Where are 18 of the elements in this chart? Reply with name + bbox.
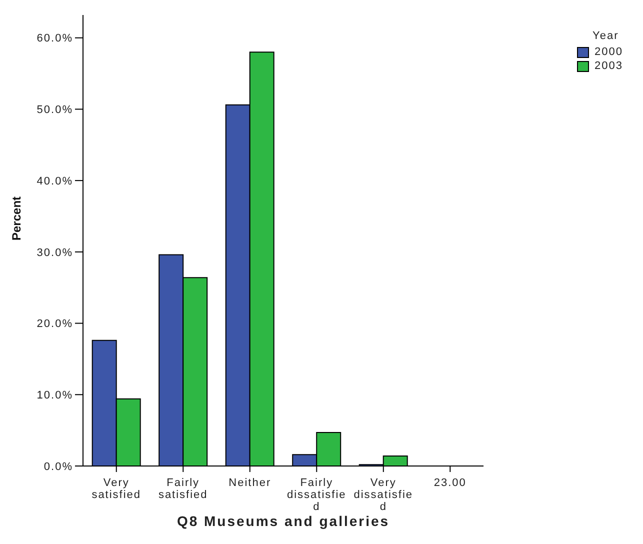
x-axis-title: Q8 Museums and galleries [176, 513, 390, 529]
y-tick-label: 20.0% [36, 318, 73, 330]
legend-label: 2003 [594, 60, 623, 72]
y-tick-label: 60.0% [36, 32, 73, 45]
y-tick-label: 10.0% [36, 390, 73, 402]
y-tick-label: 40.0% [36, 175, 73, 188]
y-tick-label: 30.0% [36, 246, 73, 259]
legend-label: 2000 [594, 46, 623, 58]
x-tick-label: 23.00 [434, 477, 466, 489]
y-axis-title: Percent [9, 196, 24, 240]
x-tick-label: Very dissatisfied [354, 477, 414, 513]
y-tick-label: 0.0% [44, 460, 73, 473]
y-tick-label: 50.0% [36, 104, 73, 116]
x-tick-label: Fairly dissatisfied [286, 477, 346, 513]
x-tick-label: Very satisfied [92, 477, 142, 501]
legend-title: Year [592, 30, 620, 42]
x-tick-label: Neither [228, 477, 272, 489]
x-tick-label: Fairly satisfied [158, 477, 208, 501]
